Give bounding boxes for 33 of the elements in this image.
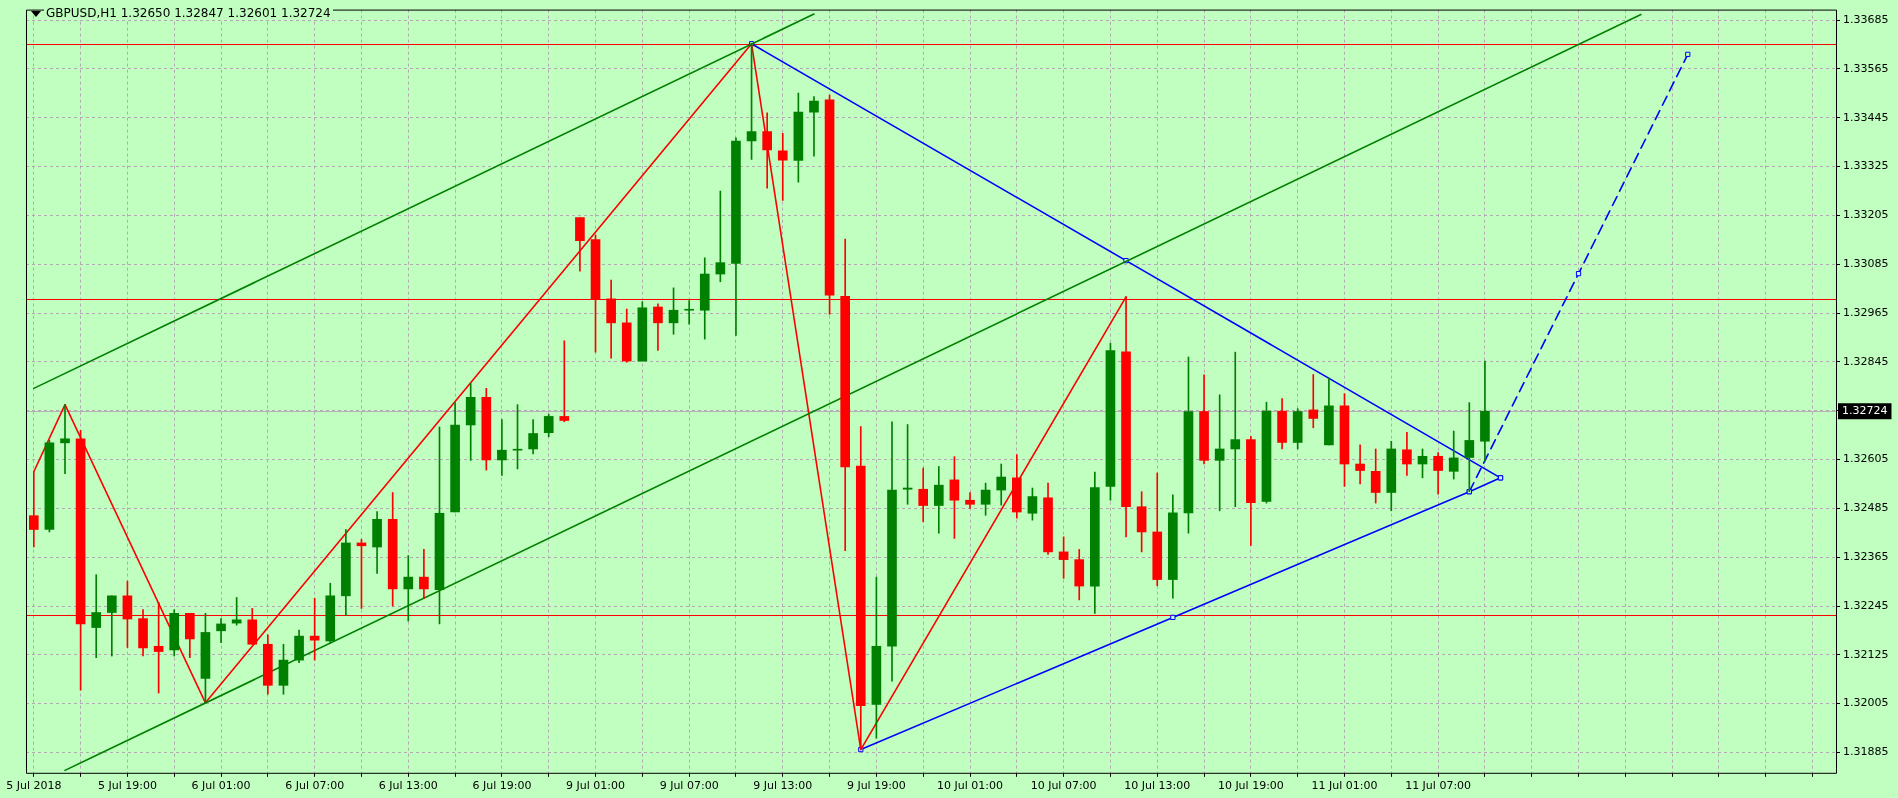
y-tick-label: 1.32965 [1843, 305, 1889, 319]
x-tick-label: 6 Jul 19:00 [472, 779, 532, 793]
y-tick-label: 1.33325 [1843, 159, 1889, 173]
x-tick-label: 9 Jul 01:00 [566, 779, 626, 793]
y-tick-label: 1.33205 [1843, 208, 1889, 222]
x-tick-label: 9 Jul 07:00 [659, 779, 719, 793]
chart-title: GBPUSD,H1 1.32650 1.32847 1.32601 1.32724 [44, 6, 333, 20]
x-tick-label: 10 Jul 13:00 [1124, 779, 1191, 793]
y-tick-label: 1.33085 [1843, 257, 1889, 271]
x-tick-label: 6 Jul 01:00 [191, 779, 251, 793]
y-tick-label: 1.32245 [1843, 598, 1889, 612]
y-tick-label: 1.32605 [1843, 452, 1889, 466]
x-tick-label: 11 Jul 01:00 [1311, 779, 1378, 793]
x-tick-label: 11 Jul 07:00 [1405, 779, 1472, 793]
y-tick-label: 1.32125 [1843, 647, 1889, 661]
x-tick-label: 10 Jul 07:00 [1030, 779, 1097, 793]
x-tick-label: 6 Jul 13:00 [378, 779, 438, 793]
x-tick-label: 9 Jul 13:00 [753, 779, 813, 793]
x-tick-label: 5 Jul 19:00 [97, 779, 157, 793]
y-tick-label: 1.31885 [1843, 745, 1889, 759]
y-tick-label: 1.33445 [1843, 110, 1889, 124]
x-tick-label: 10 Jul 19:00 [1217, 779, 1284, 793]
y-tick-label: 1.32365 [1843, 550, 1889, 564]
x-tick-label: 9 Jul 19:00 [846, 779, 906, 793]
x-tick-label: 6 Jul 07:00 [285, 779, 345, 793]
y-tick-label: 1.32845 [1843, 354, 1889, 368]
y-tick-label: 1.33565 [1843, 61, 1889, 75]
x-tick-label: 5 Jul 2018 [6, 779, 62, 793]
y-tick-label: 1.32485 [1843, 501, 1889, 515]
x-tick-label: 10 Jul 01:00 [937, 779, 1003, 793]
y-tick-label: 1.32005 [1843, 696, 1889, 710]
y-tick-label: 1.33685 [1843, 13, 1889, 27]
ref-line-label: 1.32724 [1842, 403, 1888, 417]
